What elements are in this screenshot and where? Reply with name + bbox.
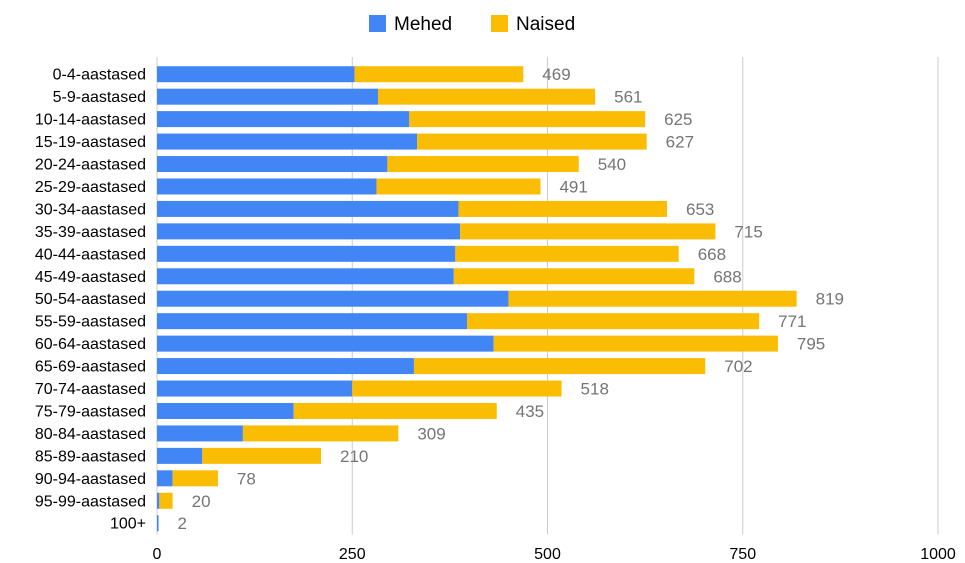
bar-mehed [157,156,388,173]
bar-mehed [157,492,160,509]
bar-mehed [157,66,355,83]
category-label: 20-24-aastased [35,157,146,174]
bar-naised [413,358,706,375]
bar-mehed [157,358,414,375]
bar-naised [172,470,218,487]
total-label: 309 [417,424,445,443]
total-label: 819 [816,290,844,309]
category-label: 85-89-aastased [35,448,146,465]
bar-naised [493,335,778,352]
legend-swatch-naised [491,15,508,32]
x-tick-label: 1000 [920,546,956,563]
legend-label-naised: Naised [516,14,575,35]
bar-mehed [157,268,454,285]
x-tick-label: 750 [729,546,756,563]
bar-mehed [157,133,418,150]
total-label: 491 [559,177,587,196]
total-label: 795 [797,335,825,354]
category-label: 10-14-aastased [35,112,146,129]
category-label: 75-79-aastased [35,403,146,420]
category-label: 25-29-aastased [35,179,146,196]
category-label: 35-39-aastased [35,224,146,241]
total-label: 653 [686,200,714,219]
category-label: 5-9-aastased [53,89,146,106]
category-label: 95-99-aastased [35,493,146,510]
bar-naised [467,313,760,330]
category-label: 100+ [110,516,146,533]
category-label: 65-69-aastased [35,359,146,376]
bar-naised [202,447,322,464]
bar-mehed [157,111,410,128]
bar-naised [455,245,679,262]
bar-mehed [157,447,203,464]
bar-naised [293,402,497,419]
bar-mehed [157,335,494,352]
bar-mehed [157,223,461,240]
bar-naised [378,88,596,105]
category-label: 30-34-aastased [35,201,146,218]
x-axis-tick-labels: 0 250 500 750 1000 [153,546,956,563]
bar-naised [354,66,524,83]
total-label: 715 [734,222,762,241]
bar-mehed [157,515,159,532]
bar-naised [460,223,716,240]
bar-naised [387,156,579,173]
total-label: 561 [614,88,642,107]
bar-mehed [157,88,379,105]
total-labels: 469 561 625 627 540 491 653 715 668 688 819 771 795 7… [178,65,844,533]
total-label: 540 [598,155,626,174]
bar-mehed [157,425,243,442]
legend: Mehed Naised [369,14,575,35]
x-tick-label: 250 [339,546,366,563]
total-label: 771 [778,312,806,331]
bar-naised [242,425,399,442]
total-label: 469 [542,65,570,84]
total-label: 668 [698,245,726,264]
x-tick-label: 0 [153,546,162,563]
category-label: 45-49-aastased [35,269,146,286]
bar-mehed [157,178,377,195]
bar-naised [453,268,695,285]
bar-naised [159,492,173,509]
total-label: 2 [178,514,187,533]
category-label: 50-54-aastased [35,291,146,308]
bar-naised [376,178,541,195]
category-label: 15-19-aastased [35,134,146,151]
bar-naised [417,133,647,150]
category-label: 80-84-aastased [35,426,146,443]
legend-swatch-mehed [369,15,386,32]
category-label: 40-44-aastased [35,246,146,263]
total-label: 210 [340,447,368,466]
bar-naised [352,380,562,397]
bar-naised [458,200,667,217]
total-label: 518 [581,380,609,399]
total-label: 702 [724,357,752,376]
bar-naised [508,290,797,307]
x-tick-label: 500 [534,546,561,563]
total-label: 78 [237,469,256,488]
total-label: 625 [664,110,692,129]
total-label: 627 [666,133,694,152]
bar-naised [409,111,646,128]
bar-mehed [157,200,459,217]
category-label: 0-4-aastased [53,67,146,84]
category-labels: 0-4-aastased 5-9-aastased 10-14-aastased 15… [35,67,146,533]
bar-mehed [157,470,173,487]
legend-label-mehed: Mehed [394,14,452,35]
category-label: 60-64-aastased [35,336,146,353]
category-label: 70-74-aastased [35,381,146,398]
category-label: 55-59-aastased [35,314,146,331]
category-label: 90-94-aastased [35,471,146,488]
bar-mehed [157,380,353,397]
bar-mehed [157,290,509,307]
total-label: 688 [713,267,741,286]
bar-mehed [157,245,456,262]
total-label: 435 [516,402,544,421]
bars [157,66,797,532]
bar-mehed [157,402,294,419]
total-label: 20 [192,492,211,511]
bar-mehed [157,313,468,330]
